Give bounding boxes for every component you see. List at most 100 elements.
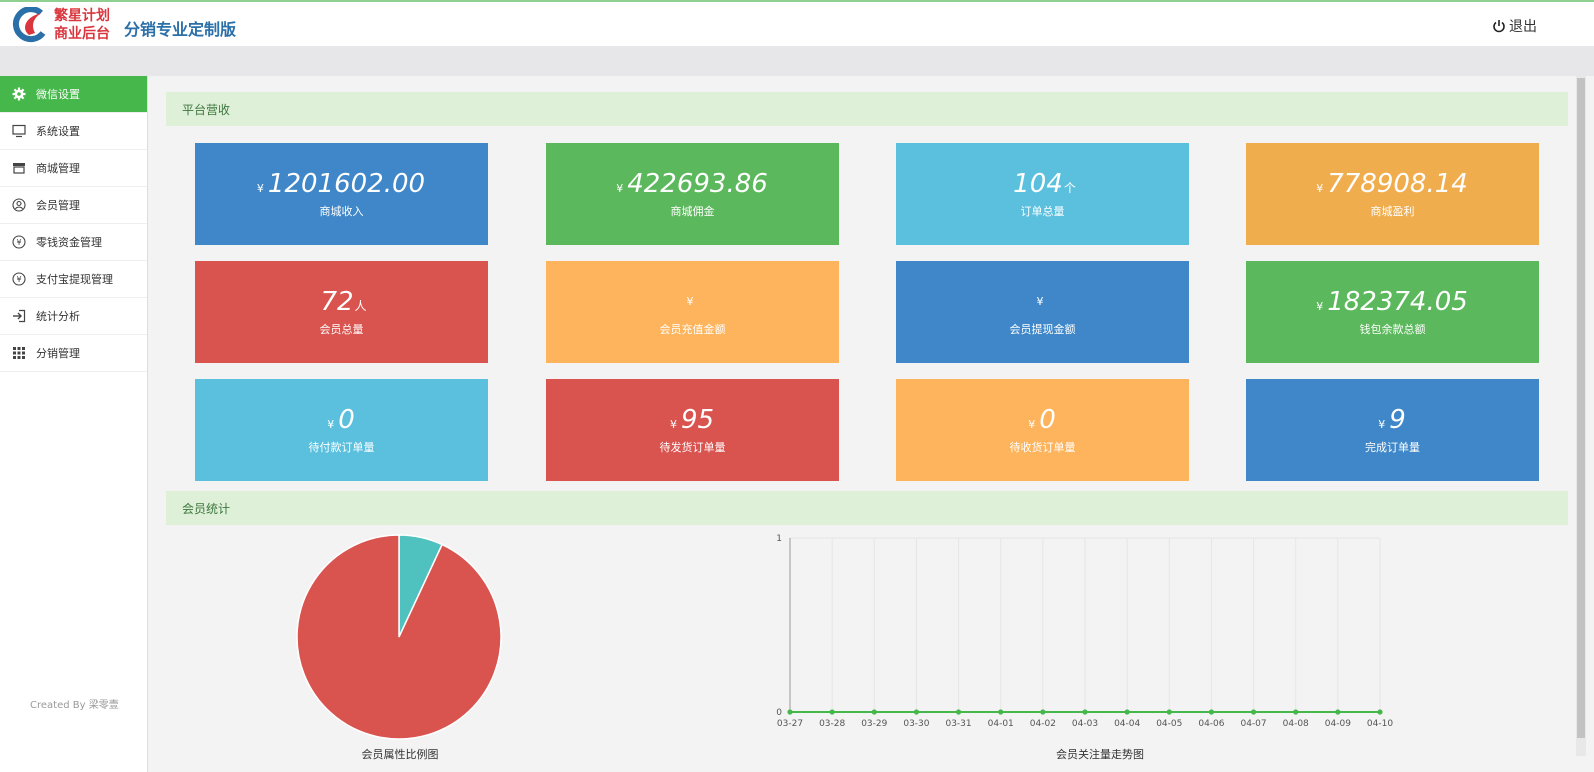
card-currency: ¥ [256,182,264,195]
card-value: 104 [1013,169,1063,199]
card-label: 待付款订单量 [308,441,375,454]
sidebar-item-label: 商城管理 [36,162,80,175]
card-label: 订单总量 [1020,205,1065,218]
card-label: 商城盈利 [1370,205,1415,218]
card-label: 待收货订单量 [1009,441,1076,454]
card-label: 会员充值金额 [659,323,726,336]
gear-icon [12,87,26,101]
data-point [1082,709,1088,715]
data-point [1377,709,1383,715]
logo-text: 繁星计划 商业后台 [54,7,110,43]
store-icon [12,161,26,175]
card-value: 778908.14 [1327,169,1468,199]
card-value: 72 [320,287,354,317]
logo-icon [12,7,46,43]
sign-in-icon [12,309,26,323]
stat-card-completed-orders: ¥9 完成订单量 [1246,379,1539,481]
card-value: 182374.05 [1327,287,1468,317]
stat-card-member-recharge: ¥ 会员充值金额 [546,261,839,363]
line-chart: 0 1 03-27 03-28 03-29 03-30 03-31 04-01 04-02 04-… [760,530,1420,740]
sidebar-item-label: 零钱资金管理 [36,236,102,249]
sidebar-item-member-management[interactable]: 会员管理 [0,187,147,224]
card-currency: ¥ [1316,300,1324,313]
pie-chart-svg [296,534,502,740]
stat-card-pending-payment: ¥0 待付款订单量 [195,379,488,481]
card-label: 会员总量 [319,323,364,336]
brand-subtitle: 分销专业定制版 [124,20,237,39]
card-label: 待发货订单量 [659,441,726,454]
sidebar-item-system-settings[interactable]: 系统设置 [0,113,147,150]
logout-button[interactable]: 退出 [1492,16,1537,36]
data-point [1335,709,1341,715]
data-point [1293,709,1299,715]
sidebar-item-change-funds[interactable]: ¥ 零钱资金管理 [0,224,147,261]
power-icon [1493,20,1505,33]
sidebar-item-label: 会员管理 [36,199,80,212]
sidebar-item-label: 分销管理 [36,347,80,360]
card-unit: 人 [354,299,367,313]
yen-icon: ¥ [12,235,26,249]
y-tick-label: 0 [776,708,782,718]
card-currency: ¥ [686,295,694,308]
logout-label: 退出 [1509,19,1537,35]
yen-icon: ¥ [12,272,26,286]
section-title-members: 会员统计 [166,491,1568,525]
x-tick-label: 04-04 [1114,719,1140,729]
sidebar-item-distribution[interactable]: 分销管理 [0,335,147,372]
card-currency: ¥ [327,418,335,431]
x-tick-label: 04-06 [1198,719,1224,729]
card-label: 完成订单量 [1365,441,1420,454]
x-tick-label: 03-29 [861,719,887,729]
card-label: 商城收入 [319,205,364,218]
sidebar-item-mall-management[interactable]: 商城管理 [0,150,147,187]
stat-card-wallet-balance: ¥182374.05 钱包余款总额 [1246,261,1539,363]
stat-card-member-total: 72 人 会员总量 [195,261,488,363]
x-tick-label: 04-05 [1156,719,1182,729]
stat-card-mall-commission: ¥422693.86 商城佣金 [546,143,839,245]
stat-card-pending-shipment: ¥95 待发货订单量 [546,379,839,481]
sidebar-item-label: 统计分析 [36,310,80,323]
x-tick-label: 04-10 [1367,719,1393,729]
stat-card-member-withdraw: ¥ 会员提现金额 [896,261,1189,363]
card-value: 0 [338,405,355,435]
sidebar-item-alipay-withdraw[interactable]: ¥ 支付宝提现管理 [0,261,147,298]
pie-chart-title: 会员属性比例图 [361,748,439,761]
credit-text: Created By 梁零壹 [30,700,119,711]
card-value: 95 [680,405,715,435]
x-tick-label: 03-28 [819,719,845,729]
card-label: 商城佣金 [670,205,715,218]
data-point [913,709,920,715]
sidebar-item-statistics[interactable]: 统计分析 [0,298,147,335]
data-point [955,709,962,715]
sidebar-item-label: 微信设置 [36,88,80,101]
data-point [1208,709,1215,715]
app-header: 繁星计划 商业后台 分销专业定制版 退出 [0,0,1594,46]
card-value: 0 [1039,405,1056,435]
card-label: 会员提现金额 [1009,323,1076,336]
x-tick-label: 03-27 [777,719,803,729]
pie-slice [296,534,502,740]
sidebar-item-wechat-settings[interactable]: 微信设置 [0,76,147,113]
x-tick-label: 04-01 [988,719,1014,729]
sidebar-item-label: 支付宝提现管理 [36,273,113,286]
page-scrollbar[interactable] [1576,76,1586,756]
data-point [829,709,835,715]
card-value: 9 [1389,405,1406,435]
data-point [871,709,877,715]
data-point [787,709,793,715]
data-point [1166,709,1172,715]
card-value: 422693.86 [627,169,768,199]
card-currency: ¥ [1378,418,1386,431]
x-tick-label: 03-31 [945,719,971,729]
stat-card-mall-income: ¥1201602.00 商城收入 [195,143,488,245]
y-tick-label: 1 [776,534,782,544]
card-currency: ¥ [669,418,677,431]
x-tick-label: 04-03 [1072,719,1098,729]
x-tick-label: 04-09 [1325,719,1351,729]
monitor-icon [12,124,26,138]
line-chart-svg: 0 1 03-27 03-28 03-29 03-30 03-31 04-01 04-02 04-… [776,534,1393,729]
data-point [1250,709,1257,715]
scrollbar-thumb[interactable] [1577,78,1585,738]
sidebar: 微信设置 系统设置 商城管理 会员管理 ¥ 零钱资金管理 ¥ 支付宝提现管理 统… [0,76,148,772]
stat-card-mall-profit: ¥778908.14 商城盈利 [1246,143,1539,245]
